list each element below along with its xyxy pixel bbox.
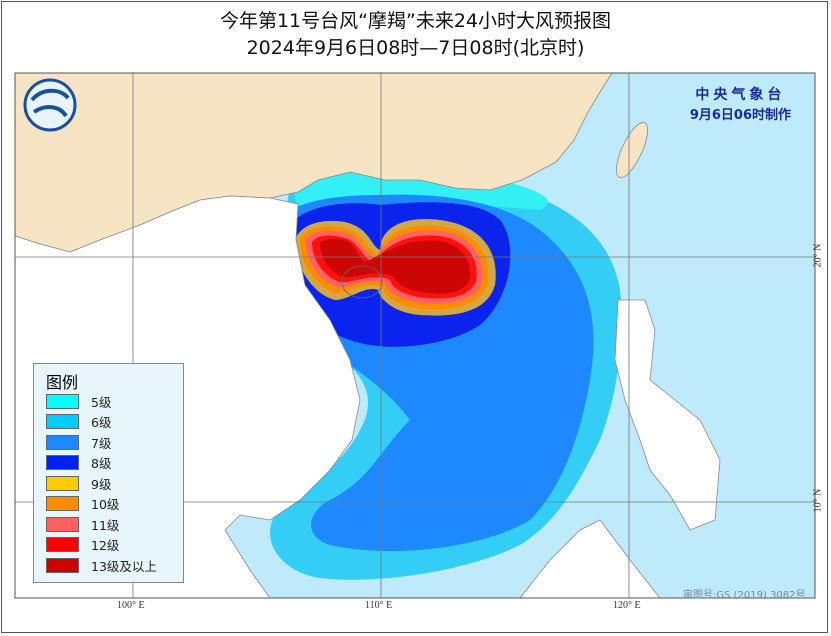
- legend-item: 9级: [46, 473, 183, 494]
- legend-label: 7级: [91, 435, 112, 451]
- legend-item: 5级: [46, 391, 183, 412]
- legend-label: 6级: [91, 415, 112, 431]
- lon-label-100: 100° E: [117, 600, 145, 611]
- borneo-land: [519, 519, 661, 598]
- cma-logo: [23, 78, 77, 132]
- legend: 图例 5级 6级 7级 8级 9级 10级 11级 12级 13级及以上: [33, 363, 184, 583]
- legend-label: 12级: [91, 538, 120, 554]
- legend-title: 图例: [46, 373, 79, 392]
- legend-swatch: [46, 475, 79, 491]
- legend-swatch: [46, 414, 79, 430]
- legend-item: 12级: [46, 535, 183, 556]
- publisher-name: 中央气象台: [695, 87, 786, 103]
- lon-label-120: 120° E: [613, 600, 641, 611]
- legend-item: 13级及以上: [46, 555, 183, 576]
- legend-item: 6级: [46, 412, 183, 433]
- legend-swatch: [46, 537, 79, 553]
- publisher-label: 中央气象台 9月6日06时制作: [690, 84, 791, 123]
- map-subtitle: 2024年9月6日08时—7日08时(北京时): [246, 37, 585, 59]
- legend-swatch: [46, 496, 79, 512]
- legend-swatch: [46, 516, 79, 532]
- legend-swatch: [46, 393, 79, 409]
- legend-swatch: [46, 455, 79, 471]
- lat-label-10: 10° N: [812, 488, 824, 513]
- legend-label: 9级: [91, 476, 112, 492]
- hainan-island: [341, 265, 383, 299]
- legend-label: 8级: [91, 456, 112, 472]
- taiwan: [616, 122, 648, 178]
- philippines-land: [614, 299, 721, 531]
- legend-label: 11级: [91, 517, 120, 533]
- lat-label-20: 20° N: [812, 243, 824, 268]
- map-title: 今年第11号台风“摩羯”未来24小时大风预报图: [219, 10, 612, 32]
- legend-swatch: [46, 557, 79, 573]
- legend-item: 10级: [46, 494, 183, 515]
- legend-label: 10级: [91, 497, 120, 513]
- lon-label-110: 110° E: [365, 600, 393, 611]
- legend-label: 5级: [91, 394, 112, 410]
- issue-time: 9月6日06时制作: [689, 108, 791, 123]
- legend-item: 8级: [46, 453, 183, 474]
- legend-item: 7级: [46, 432, 183, 453]
- legend-label: 13级及以上: [91, 558, 157, 574]
- wind-zone-13-plus: [320, 238, 471, 294]
- legend-swatch: [46, 434, 79, 450]
- legend-item: 11级: [46, 514, 183, 535]
- map-approval-number: 审图号:GS (2019) 3082号: [683, 590, 806, 601]
